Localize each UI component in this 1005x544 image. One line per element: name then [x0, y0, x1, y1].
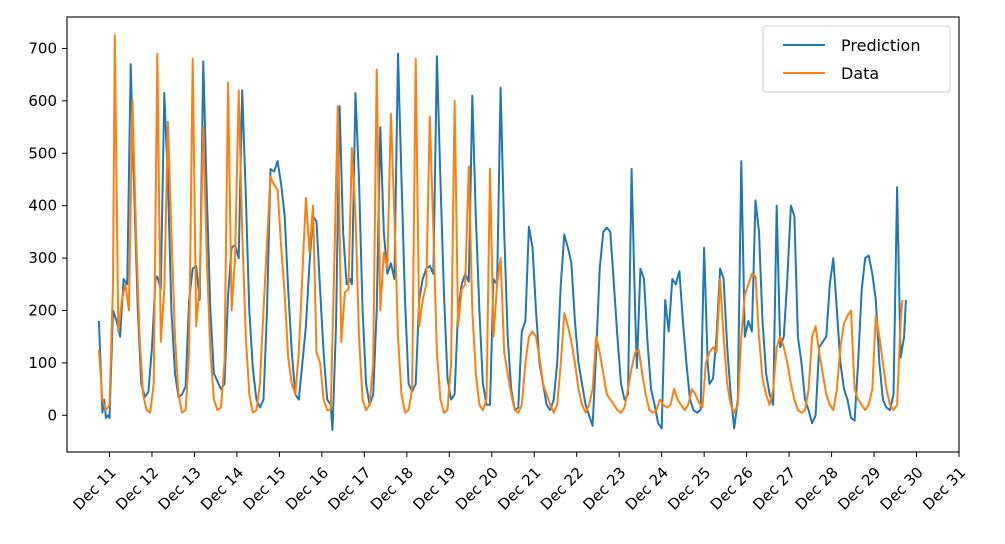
y-tick-label: 100: [28, 354, 57, 372]
y-tick-label: 700: [28, 39, 57, 57]
plot-area: [97, 34, 907, 431]
y-tick-label: 600: [28, 92, 57, 110]
y-tick-label: 400: [28, 197, 57, 215]
y-tick-label: 0: [47, 406, 57, 424]
y-tick-label: 200: [28, 301, 57, 319]
y-tick-label: 500: [28, 144, 57, 162]
y-axis: 0 100 200 300 400 500 600 700: [28, 39, 67, 424]
axes-frame: [66, 16, 960, 453]
legend-label-prediction: Prediction: [841, 36, 920, 55]
legend-box: [762, 25, 951, 93]
series-line-data: [97, 34, 904, 414]
legend-label-data: Data: [841, 64, 879, 83]
y-tick-label: 300: [28, 249, 57, 267]
legend: Prediction Data: [762, 25, 951, 93]
series-line-prediction: [97, 52, 907, 431]
